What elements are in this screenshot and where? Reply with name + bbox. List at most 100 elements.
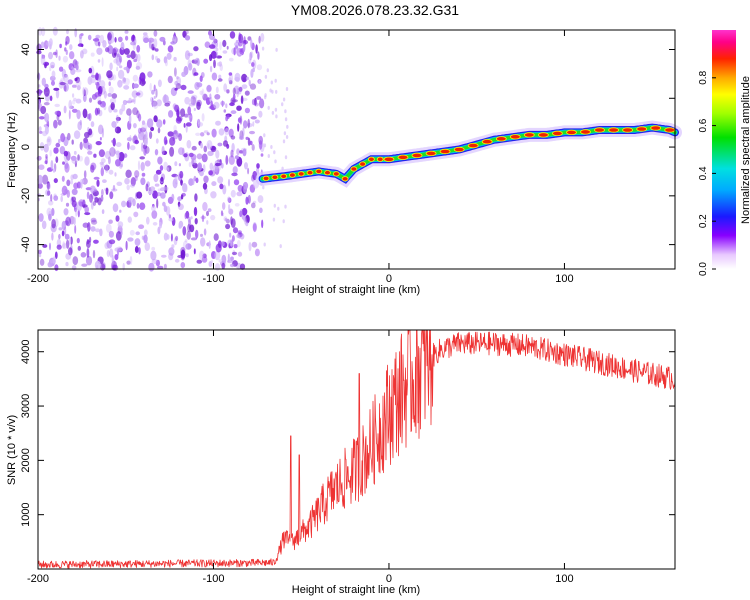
noise-blob <box>71 200 77 208</box>
noise-blob <box>249 51 253 61</box>
noise-blob <box>109 191 114 200</box>
noise-blob <box>226 45 229 50</box>
noise-blob <box>161 145 165 156</box>
noise-blob <box>228 155 235 166</box>
noise-blob <box>129 145 136 151</box>
noise-blob <box>244 162 248 170</box>
noise-blob <box>47 261 53 268</box>
noise-blob <box>128 97 132 102</box>
noise-blob <box>251 99 255 106</box>
noise-blob <box>95 72 99 81</box>
noise-blob <box>104 242 110 250</box>
noise-blob <box>154 48 159 52</box>
noise-blob <box>59 81 66 86</box>
noise-blob <box>84 212 91 216</box>
noise-blob <box>55 88 60 99</box>
noise-blob <box>251 241 258 248</box>
noise-blob <box>160 187 166 192</box>
noise-blob <box>57 119 62 126</box>
noise-blob <box>193 206 198 217</box>
noise-blob <box>96 47 103 55</box>
ridge-peak <box>622 127 633 133</box>
noise-blob <box>203 145 208 153</box>
noise-blob <box>191 158 197 165</box>
noise-blob <box>121 200 127 208</box>
ridge-peak <box>359 161 367 167</box>
ridge-peak <box>411 152 423 158</box>
figure-title: YM08.2026.078.23.32.G31 <box>291 2 459 18</box>
x-tick-label: -100 <box>202 573 224 585</box>
noise-blob <box>163 205 168 213</box>
noise-blob <box>162 119 166 125</box>
noise-blob <box>109 248 114 258</box>
noise-blob <box>193 248 196 255</box>
noise-blob <box>190 216 193 220</box>
noise-blob <box>77 43 84 47</box>
noise-blob <box>155 259 160 267</box>
noise-blob <box>123 66 129 71</box>
noise-blob <box>170 233 173 242</box>
noise-blob <box>46 183 51 190</box>
noise-blob <box>130 41 136 46</box>
noise-blob <box>62 55 68 63</box>
ridge-peak <box>297 171 305 177</box>
noise-blob <box>173 129 179 140</box>
noise-blob <box>73 130 81 140</box>
noise-blob <box>157 79 162 88</box>
noise-blob <box>263 242 266 247</box>
noise-blob <box>243 186 247 194</box>
noise-blob <box>175 175 178 183</box>
ridge-peak <box>664 127 676 133</box>
noise-blob <box>217 176 224 184</box>
noise-blob <box>76 237 80 244</box>
noise-blob <box>194 218 198 225</box>
noise-blob <box>213 101 220 109</box>
ridge-peak <box>262 175 270 181</box>
noise-blob <box>275 114 278 119</box>
noise-blob <box>243 218 246 222</box>
noise-blob <box>223 109 227 113</box>
noise-blob <box>201 153 208 163</box>
noise-blob <box>73 182 79 190</box>
noise-blob <box>54 251 58 259</box>
noise-blob <box>210 191 217 199</box>
colorbar-tick-label: 0.8 <box>698 70 709 84</box>
noise-blob <box>141 142 144 153</box>
noise-blob <box>226 89 230 94</box>
noise-blob <box>258 140 263 150</box>
noise-blob <box>87 222 91 232</box>
noise-blob <box>186 139 192 149</box>
noise-blob <box>139 130 145 137</box>
noise-blob <box>167 131 174 137</box>
noise-blob <box>208 261 213 267</box>
noise-blob <box>84 206 89 214</box>
noise-blob <box>185 122 192 127</box>
noise-blob <box>98 149 105 158</box>
noise-blob <box>175 116 182 124</box>
noise-blob <box>255 44 258 54</box>
noise-blob <box>229 263 235 268</box>
noise-blob <box>144 160 151 167</box>
noise-blob <box>72 173 78 180</box>
noise-blob <box>124 30 129 34</box>
noise-blob <box>153 115 158 123</box>
noise-blob <box>225 155 229 165</box>
noise-blob <box>212 32 215 42</box>
noise-blob <box>124 177 130 185</box>
noise-blob <box>174 67 177 77</box>
noise-blob <box>115 231 122 241</box>
noise-blob <box>258 79 261 85</box>
noise-blob <box>108 156 111 165</box>
noise-blob <box>151 97 154 108</box>
noise-blob <box>252 121 255 127</box>
noise-blob <box>270 145 273 149</box>
noise-blob <box>185 29 189 35</box>
noise-blob <box>140 177 146 186</box>
noise-blob <box>164 102 170 107</box>
noise-blob <box>166 52 172 60</box>
noise-blob <box>127 237 134 242</box>
noise-blob <box>49 38 53 47</box>
noise-blob <box>178 133 183 142</box>
noise-blob <box>243 120 248 129</box>
noise-blob <box>172 103 177 110</box>
